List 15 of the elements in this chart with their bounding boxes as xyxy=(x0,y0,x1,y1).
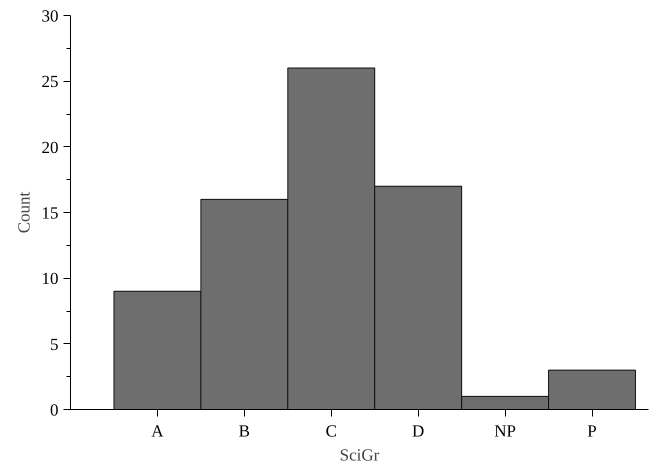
x-tick-label: C xyxy=(326,422,337,440)
y-tick-label: 0 xyxy=(50,400,58,420)
x-tick-label: NP xyxy=(494,422,516,440)
y-axis-title: Count xyxy=(14,191,34,234)
x-tick-label: D xyxy=(412,422,424,440)
y-tick-label: 10 xyxy=(42,269,58,288)
x-tick-label: P xyxy=(587,422,597,440)
x-axis-title: SciGr xyxy=(340,446,380,464)
y-tick-label: 20 xyxy=(42,138,58,157)
y-tick-label: 15 xyxy=(42,204,58,222)
x-tick-label: A xyxy=(151,422,164,440)
y-tick-label: 5 xyxy=(50,334,58,354)
y-tick-label: 30 xyxy=(42,6,58,26)
x-tick-label: B xyxy=(238,422,250,440)
y-tick-label: 25 xyxy=(42,72,58,92)
